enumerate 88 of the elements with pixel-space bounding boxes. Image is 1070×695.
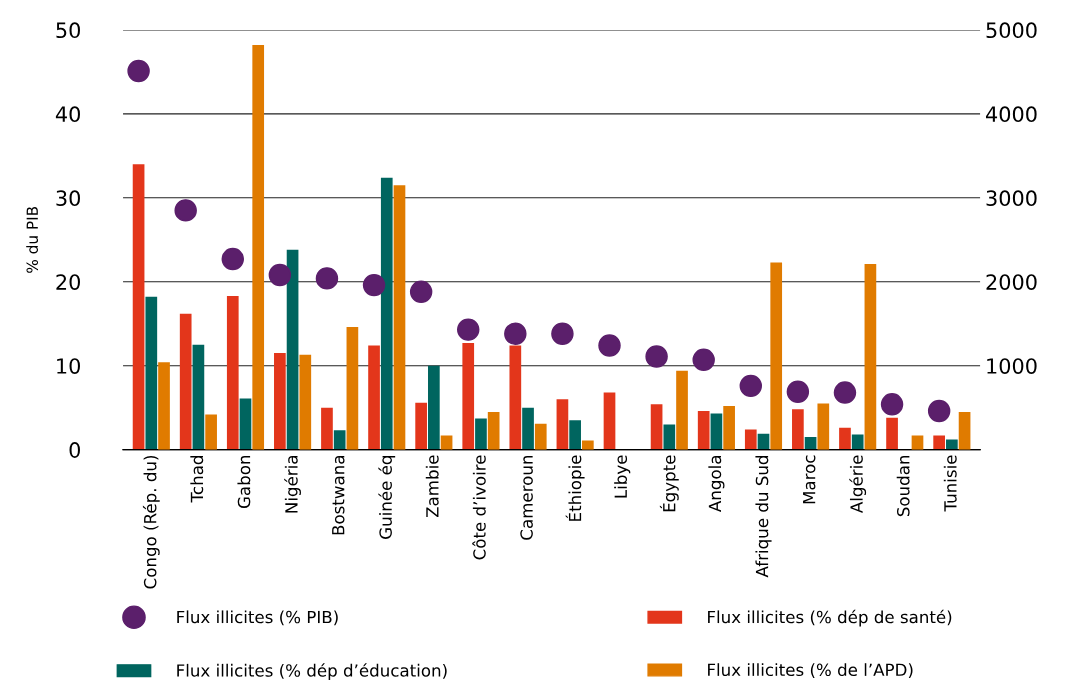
point xyxy=(174,199,197,222)
bar xyxy=(650,404,663,450)
y2-tick-label: 5000 xyxy=(986,22,1037,39)
y2-tick-label: 3000 xyxy=(986,190,1037,207)
point xyxy=(880,393,904,416)
x-tick-label: Guinée éq xyxy=(378,456,396,539)
point xyxy=(221,247,245,271)
bar xyxy=(744,429,757,450)
bar xyxy=(933,435,945,450)
x-tick-label: Égypte xyxy=(659,455,679,512)
x-tick-label: Afrique du Sud xyxy=(755,456,772,578)
bar xyxy=(958,411,971,450)
x-tick-label: Soudan xyxy=(896,455,910,517)
bar xyxy=(333,430,346,450)
x-tick-label: Gabon xyxy=(237,455,251,509)
bar xyxy=(274,353,286,450)
x-tick-label: Libye xyxy=(614,455,631,498)
bar xyxy=(770,262,783,450)
point xyxy=(457,318,480,341)
x-tick-label: Nigéria xyxy=(284,456,301,513)
bar xyxy=(603,392,616,450)
legend-label: Flux illicites (% dép de santé) xyxy=(708,609,952,627)
bar xyxy=(368,345,380,450)
x-tick-label: Éthiopie xyxy=(565,455,585,521)
point xyxy=(504,322,527,346)
bar xyxy=(462,343,475,450)
point xyxy=(127,59,150,83)
bar xyxy=(946,439,958,450)
bar xyxy=(569,420,581,450)
bar xyxy=(864,264,877,450)
bar xyxy=(440,435,453,450)
bar xyxy=(415,402,427,450)
x-tick-label: Tchad xyxy=(190,456,204,503)
x-tick-label: Zambie xyxy=(425,455,439,518)
x-tick-label: Algérie xyxy=(849,455,867,513)
point xyxy=(927,399,951,423)
y2-tick-label: 2000 xyxy=(986,274,1037,290)
point xyxy=(409,280,433,304)
y-axis-title: % du PIB xyxy=(26,206,39,273)
bar xyxy=(804,437,817,450)
bar xyxy=(252,45,265,450)
point xyxy=(786,380,810,403)
bar xyxy=(792,409,804,450)
x-tick-label: Cameroun xyxy=(520,455,533,540)
bar xyxy=(132,164,145,450)
legend-label: Flux illicites (% dép d’éducation) xyxy=(177,663,447,680)
y-tick-label: 50 xyxy=(56,22,80,39)
bar xyxy=(839,427,851,450)
bar xyxy=(428,365,440,450)
point xyxy=(833,381,857,404)
y-tick-label: 40 xyxy=(55,106,80,123)
x-tick-label: Maroc xyxy=(803,455,816,504)
bar xyxy=(851,434,864,450)
x-tick-label: Bostwana xyxy=(332,456,345,535)
bar xyxy=(226,296,239,450)
bar xyxy=(509,345,522,450)
bar xyxy=(286,249,299,450)
bar xyxy=(321,407,333,450)
point xyxy=(551,322,574,346)
y2-tick-label: 4000 xyxy=(986,106,1037,123)
point xyxy=(739,374,763,398)
x-tick-label: Congo (Rép. du) xyxy=(142,455,160,589)
point xyxy=(362,273,386,297)
y-tick-label: 20 xyxy=(56,274,80,290)
x-tick-label: Angola xyxy=(708,456,725,512)
bar xyxy=(556,399,569,450)
y-tick-label: 0 xyxy=(69,442,80,458)
point xyxy=(268,263,292,287)
y2-tick-label: 1000 xyxy=(987,358,1037,374)
bar xyxy=(911,435,924,450)
y-tick-label: 30 xyxy=(56,190,80,207)
y-tick-label: 10 xyxy=(57,358,80,374)
point xyxy=(692,348,715,372)
legend-label: Flux illicites (% PIB) xyxy=(177,610,338,626)
point xyxy=(315,267,339,290)
bar xyxy=(697,411,710,450)
bar xyxy=(886,417,898,450)
bar xyxy=(346,327,359,450)
point xyxy=(598,334,621,357)
bar xyxy=(676,370,688,450)
bar xyxy=(239,398,252,450)
bar xyxy=(817,403,830,450)
x-tick-label: Tunisie xyxy=(943,455,957,512)
bar xyxy=(192,344,205,450)
x-tick-label: Côte d’ivoire xyxy=(472,455,486,560)
bar xyxy=(179,313,192,450)
legend-label: Flux illicites (% de l’APD) xyxy=(708,663,913,679)
point xyxy=(645,345,668,368)
